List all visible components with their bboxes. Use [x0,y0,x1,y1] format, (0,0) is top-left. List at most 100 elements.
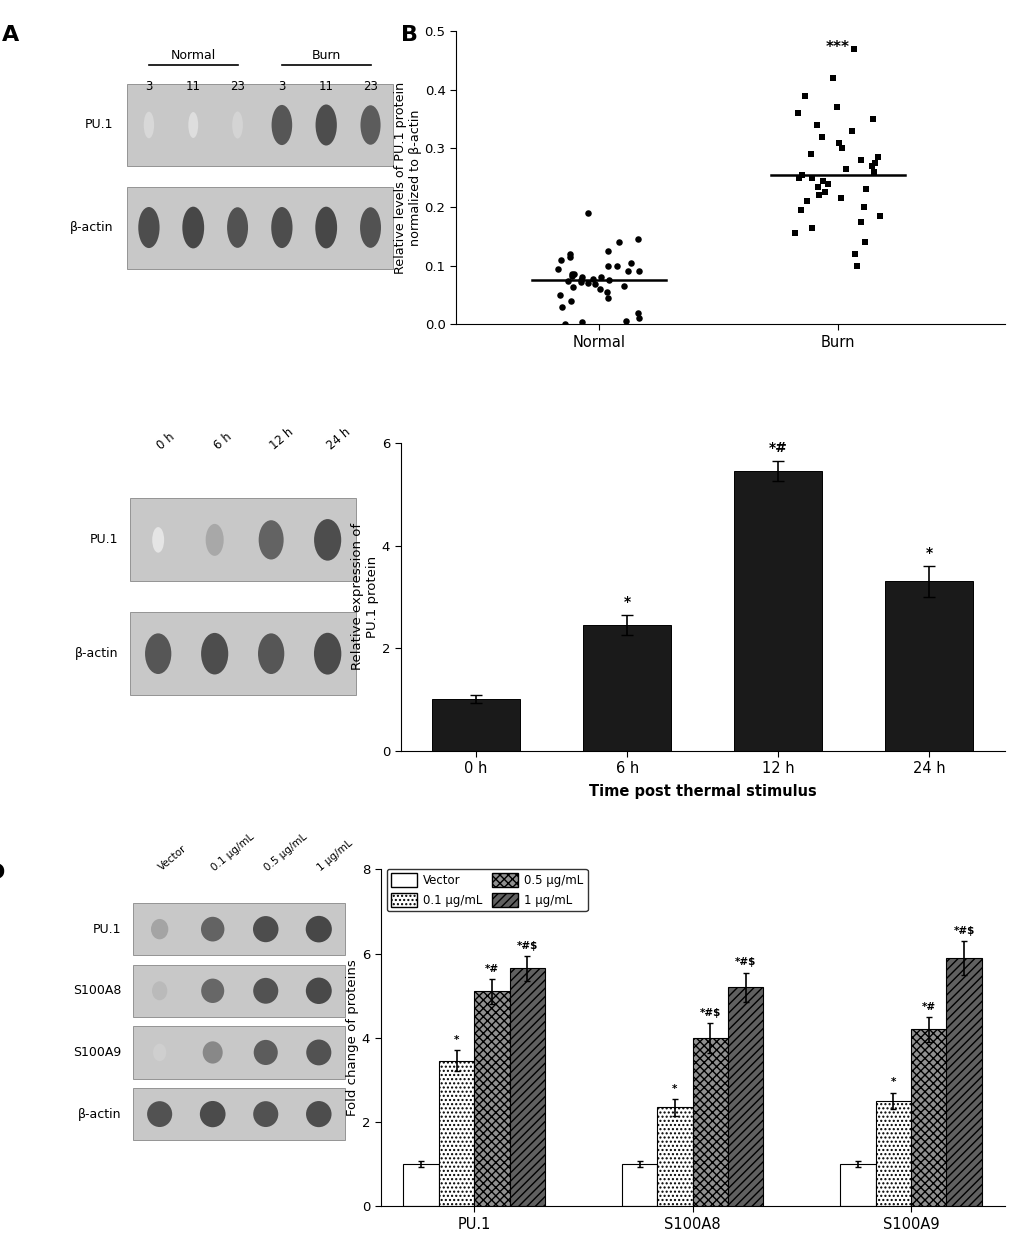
Point [830,132,847,152]
Bar [404,1164,438,1206]
Point [866,152,882,173]
Text: 23: 23 [230,80,245,92]
Point [599,255,615,275]
Ellipse shape [253,1101,278,1128]
Point [564,266,580,286]
Point [629,302,645,322]
Point [845,39,861,59]
Point [599,241,615,261]
Ellipse shape [306,1101,331,1128]
Point [794,165,810,185]
Point [566,265,582,285]
Bar [438,1061,474,1206]
Text: *#: *# [484,964,498,974]
Ellipse shape [360,208,381,248]
Text: Burn: Burn [311,49,340,62]
Point [802,144,818,164]
Point [819,174,836,194]
Ellipse shape [151,919,168,939]
Point [838,159,854,179]
Text: *#$: *#$ [735,958,756,968]
Point [855,198,871,217]
Point [574,312,590,332]
Text: ***: *** [825,40,849,55]
Bar [622,1164,656,1206]
Ellipse shape [314,519,341,561]
Point [556,314,573,334]
Bar [133,1088,345,1140]
Point [864,109,880,129]
Point [553,296,570,316]
Text: *#: *# [921,1001,934,1011]
Ellipse shape [232,111,243,139]
Ellipse shape [306,978,331,1004]
Text: PU.1: PU.1 [90,534,118,546]
Ellipse shape [147,1101,172,1128]
Bar [133,902,345,955]
Point [585,269,601,289]
Ellipse shape [201,916,224,941]
Ellipse shape [139,208,159,248]
Bar [126,186,392,269]
Point [865,161,881,181]
Point [573,272,589,292]
Bar [133,965,345,1017]
Text: β-actin: β-actin [74,648,118,660]
Point [616,311,633,331]
Bar [129,499,356,581]
Point [579,274,595,294]
Ellipse shape [145,634,171,674]
Bar [884,581,972,750]
Bar [474,991,510,1206]
Point [863,156,879,176]
Ellipse shape [360,105,380,145]
Ellipse shape [206,524,223,556]
Bar [126,84,392,166]
Ellipse shape [203,1041,222,1064]
Bar [728,988,762,1206]
Text: *#$: *#$ [953,926,974,936]
Ellipse shape [258,634,284,674]
Point [792,200,808,220]
Point [610,232,627,253]
Point [592,279,608,299]
Text: 23: 23 [363,80,378,92]
Bar [875,1101,910,1206]
Point [803,168,819,187]
Text: B: B [400,25,418,45]
Bar [133,1026,345,1079]
Point [552,250,569,270]
Point [564,265,580,285]
Text: *: * [453,1035,459,1045]
Point [629,229,645,249]
Ellipse shape [227,208,248,248]
Text: 11: 11 [185,80,201,92]
Point [856,232,872,253]
Text: 12 h: 12 h [267,425,296,452]
Legend: Vector, 0.1 μg/mL, 0.5 μg/mL, 1 μg/mL: Vector, 0.1 μg/mL, 0.5 μg/mL, 1 μg/mL [386,869,587,911]
Ellipse shape [315,105,336,145]
Text: Vector: Vector [156,844,189,872]
Point [600,270,616,290]
Bar [692,1038,728,1206]
Point [828,98,845,118]
Text: 1 μg/mL: 1 μg/mL [315,838,355,872]
Point [562,291,579,311]
Point [574,268,590,288]
Ellipse shape [153,1044,166,1061]
Point [631,309,647,329]
Text: 0 h: 0 h [155,430,177,452]
Point [843,121,859,141]
Point [857,180,873,200]
Text: S100A9: S100A9 [73,1046,121,1059]
Point [580,202,596,222]
Ellipse shape [152,528,164,552]
Point [833,189,849,209]
Point [565,278,581,298]
Point [789,104,805,124]
Text: S100A8: S100A8 [73,984,121,998]
Point [614,276,631,296]
Point [852,150,868,170]
Bar [432,699,520,750]
Ellipse shape [253,916,278,942]
